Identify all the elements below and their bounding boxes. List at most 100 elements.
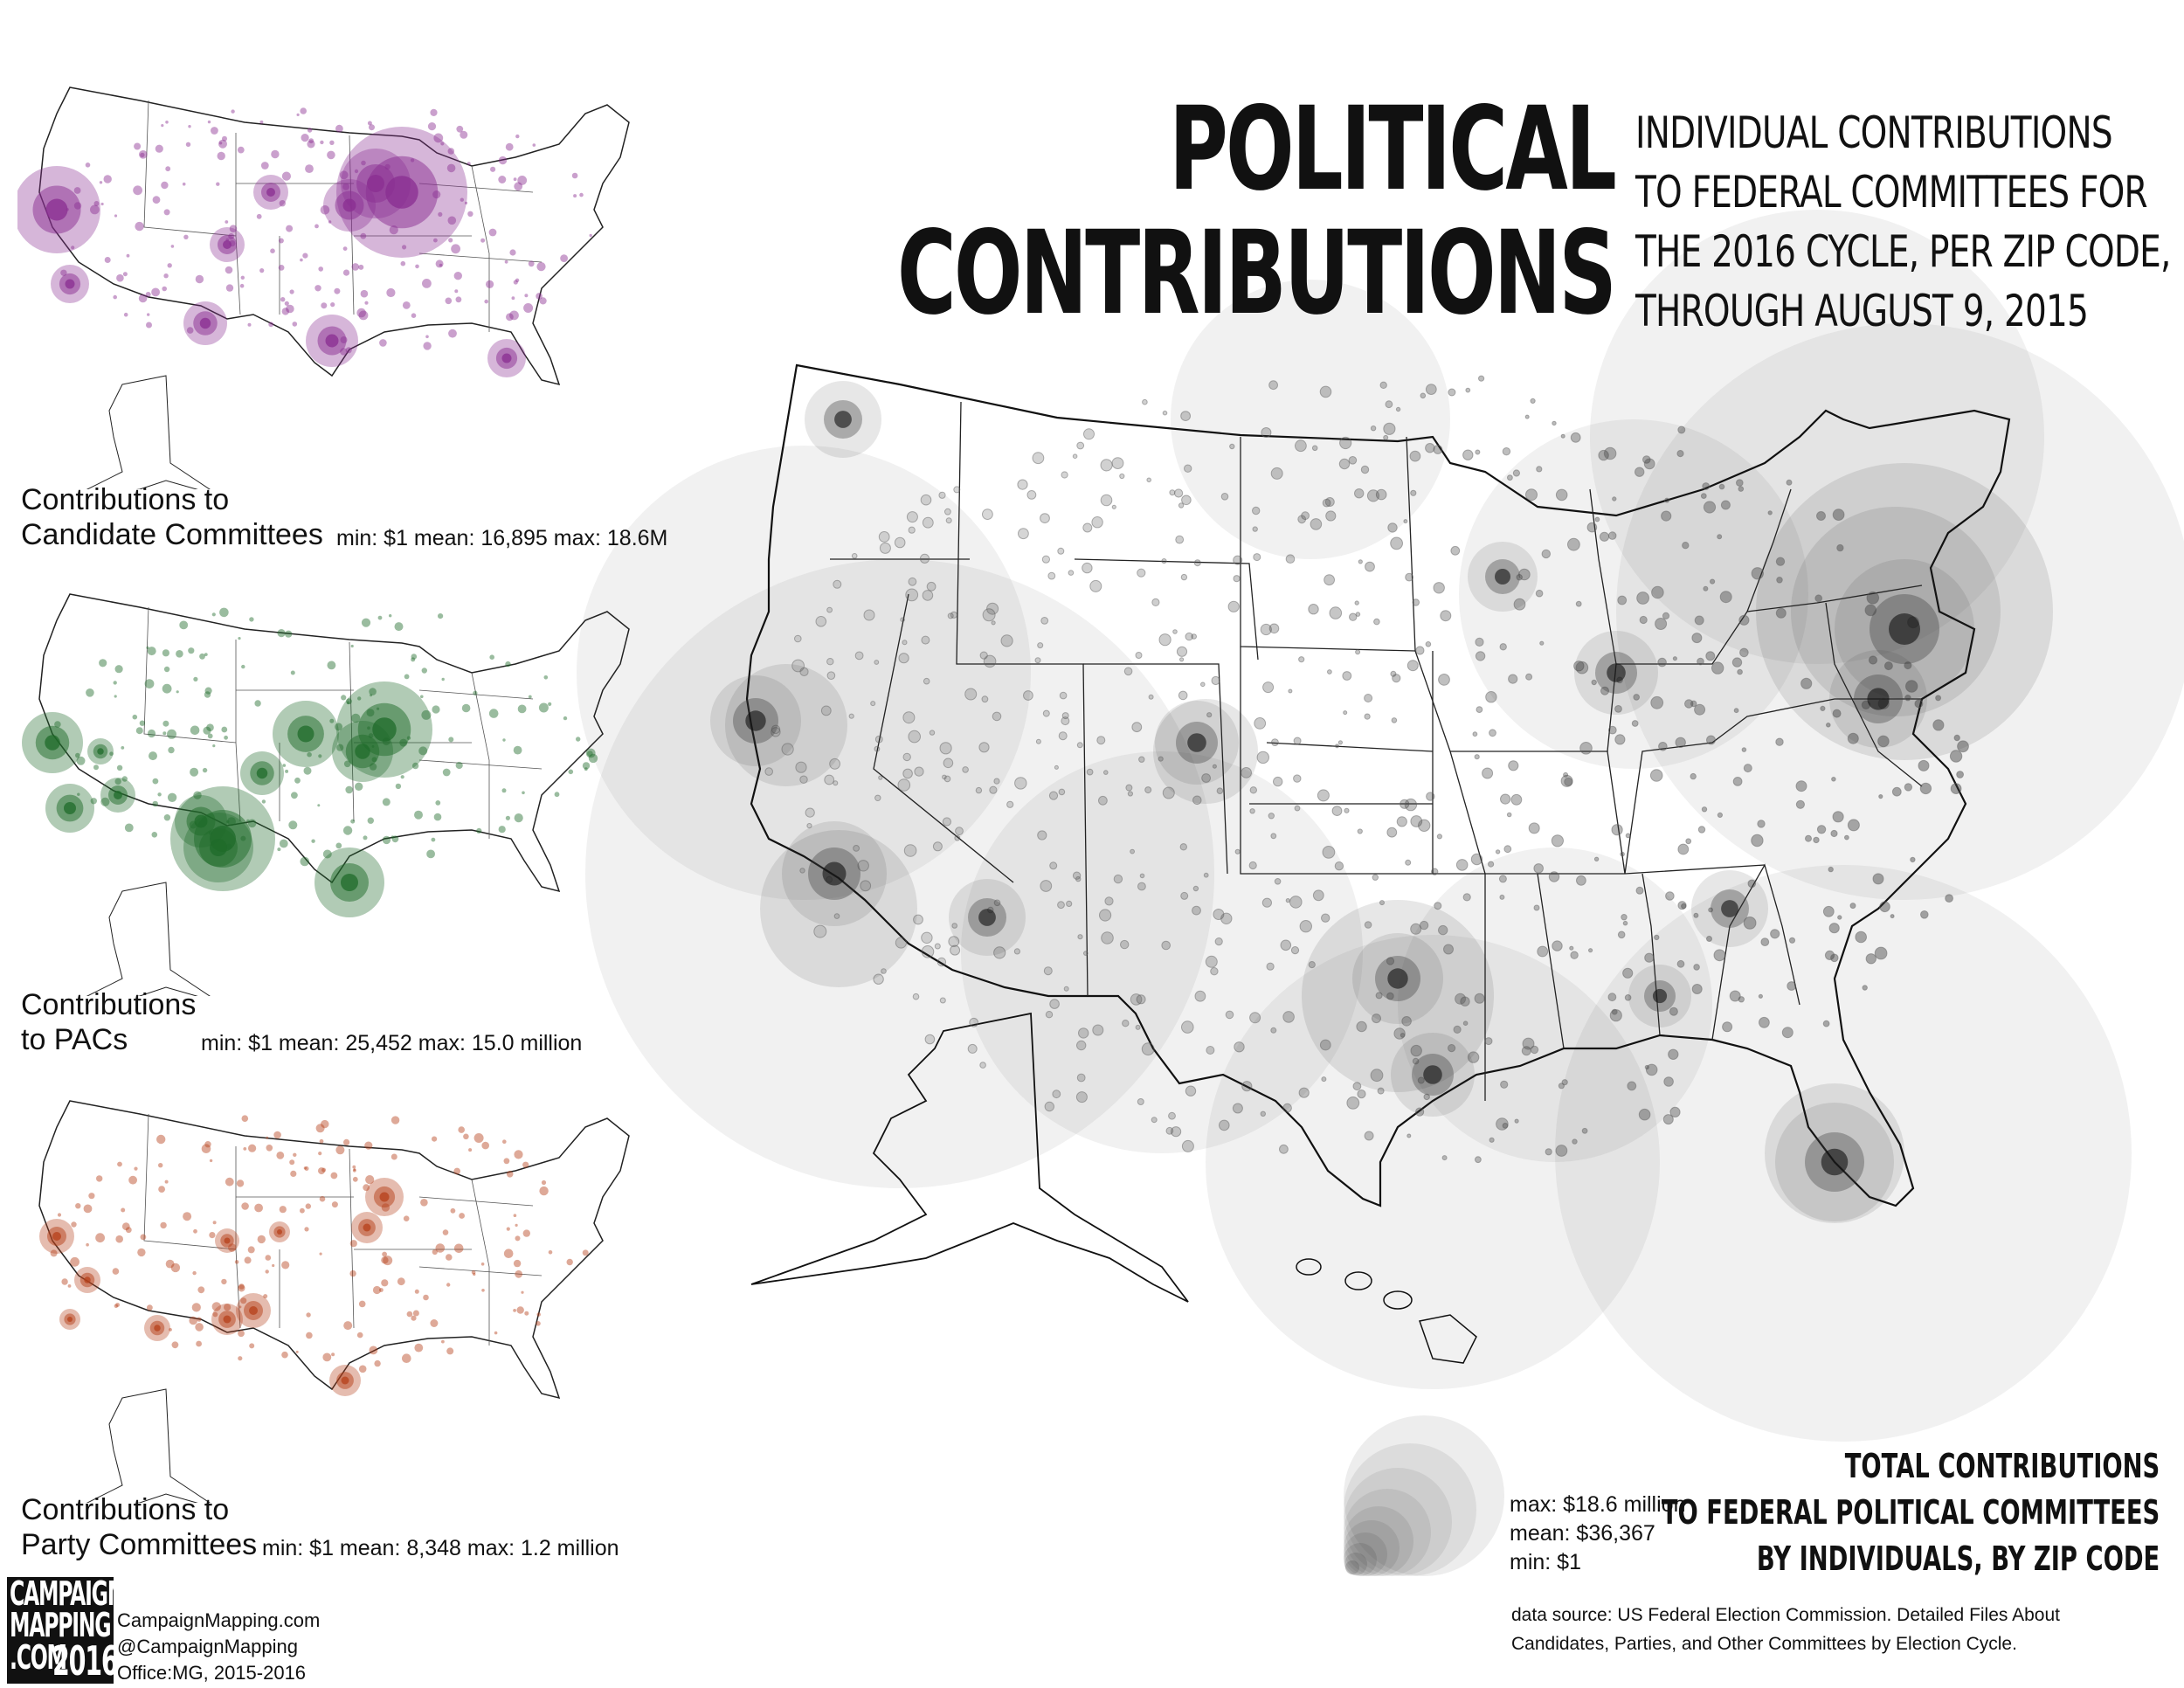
zip-dot bbox=[1502, 447, 1511, 456]
inset-dot bbox=[247, 1246, 255, 1254]
zip-dot bbox=[1076, 441, 1085, 450]
inset-dot bbox=[164, 1180, 169, 1184]
inset-dot bbox=[446, 163, 456, 173]
zip-dot bbox=[993, 899, 1001, 907]
zip-dot bbox=[1312, 889, 1324, 902]
legend-size-circles bbox=[1344, 1415, 1504, 1576]
zip-dot bbox=[1691, 633, 1703, 644]
zip-dot bbox=[1295, 439, 1307, 453]
zip-dot bbox=[1738, 486, 1745, 492]
credits-handle[interactable]: @CampaignMapping bbox=[117, 1636, 299, 1657]
zip-dot bbox=[1325, 510, 1337, 522]
inset-dot bbox=[204, 687, 212, 695]
inset-dot bbox=[460, 130, 468, 139]
zip-dot bbox=[848, 713, 854, 719]
inset-dot bbox=[455, 296, 462, 303]
inset-dot bbox=[318, 754, 322, 758]
zip-dot bbox=[874, 735, 883, 744]
candidate-label-line-2: Candidate Committees bbox=[21, 518, 323, 551]
logo-line-3: .COM bbox=[10, 1638, 67, 1677]
inset-dot bbox=[446, 1283, 451, 1287]
inset-dot bbox=[353, 1168, 356, 1172]
zip-dot bbox=[1443, 944, 1454, 955]
inset-dot bbox=[284, 301, 289, 306]
zip-dot bbox=[1169, 489, 1176, 496]
inset-dot bbox=[285, 769, 289, 773]
zip-dot bbox=[1357, 1090, 1366, 1099]
inset-dot bbox=[318, 1152, 322, 1156]
inset-dot bbox=[386, 287, 396, 298]
inset-dot bbox=[382, 798, 390, 806]
inset-dot bbox=[427, 122, 437, 131]
inset-dot bbox=[343, 1321, 353, 1331]
inset-dot bbox=[331, 1352, 335, 1357]
pacs-stats: min: $1 mean: 25,452 max: 15.0 million bbox=[201, 1031, 583, 1055]
zip-dot bbox=[799, 868, 805, 874]
zip-dot bbox=[1500, 1080, 1509, 1089]
zip-dot bbox=[878, 775, 883, 780]
inset-dot bbox=[343, 760, 351, 768]
zip-dot bbox=[1298, 656, 1305, 663]
zip-dot bbox=[1014, 777, 1027, 790]
zip-dot bbox=[1285, 554, 1296, 564]
zip-dot bbox=[1512, 469, 1521, 477]
inset-dot bbox=[494, 1331, 498, 1335]
zip-dot bbox=[857, 860, 869, 872]
inset-dot bbox=[314, 224, 319, 229]
legend-circle-7 bbox=[1344, 1532, 1387, 1576]
inset-dot bbox=[423, 342, 432, 350]
inset-dot bbox=[212, 1221, 217, 1225]
inset-dot bbox=[222, 135, 227, 142]
inset-dot bbox=[349, 1240, 357, 1248]
inset-dot bbox=[135, 221, 144, 232]
zip-dot bbox=[1391, 717, 1398, 723]
city-hotspot bbox=[1423, 1065, 1442, 1084]
inset-hotspot bbox=[355, 744, 370, 759]
zip-dot bbox=[1260, 1110, 1267, 1117]
inset-dot bbox=[447, 148, 455, 155]
subtitle-line-2: TO FEDERAL COMMITTEES FOR bbox=[1635, 167, 2148, 218]
zip-dot bbox=[805, 807, 815, 818]
zip-dot bbox=[1649, 769, 1663, 782]
city-hotspot bbox=[1495, 569, 1510, 585]
zip-dot bbox=[851, 553, 858, 559]
inset-dot bbox=[192, 1270, 197, 1276]
inset-dot bbox=[176, 650, 183, 658]
inset-dot bbox=[286, 225, 294, 232]
inset-dot bbox=[265, 1255, 272, 1261]
zip-dot bbox=[1905, 680, 1918, 693]
zip-dot bbox=[1252, 526, 1258, 532]
city-hotspot bbox=[978, 909, 996, 926]
inset-dot bbox=[448, 238, 453, 243]
inset-dot bbox=[71, 1221, 77, 1228]
zip-dot bbox=[1289, 896, 1303, 909]
inset-dot bbox=[402, 301, 411, 309]
inset-dot bbox=[390, 1153, 397, 1160]
inset-dot bbox=[249, 1343, 255, 1349]
inset-dot bbox=[346, 698, 352, 705]
zip-dot bbox=[1410, 815, 1423, 827]
zip-dot bbox=[1489, 729, 1496, 737]
zip-dot bbox=[1415, 646, 1425, 655]
zip-dot bbox=[1324, 574, 1335, 586]
zip-dot bbox=[1101, 931, 1114, 944]
city-hotspot bbox=[1867, 688, 1890, 710]
zip-dot bbox=[1438, 924, 1448, 936]
zip-dot bbox=[1737, 668, 1743, 675]
zip-dot bbox=[1057, 901, 1065, 910]
zip-dot bbox=[1434, 902, 1442, 910]
zip-dot bbox=[1935, 695, 1942, 702]
inset-dot bbox=[451, 244, 460, 254]
large-circle bbox=[725, 664, 847, 786]
zip-dot bbox=[1268, 813, 1275, 820]
zip-dot bbox=[1282, 1011, 1295, 1023]
credits-site[interactable]: CampaignMapping.com bbox=[117, 1609, 321, 1631]
inset-dot bbox=[238, 1356, 243, 1361]
inset-dot bbox=[513, 280, 518, 285]
inset-dot bbox=[273, 1131, 281, 1139]
inset-dot bbox=[480, 238, 486, 243]
zip-dot bbox=[1607, 531, 1617, 540]
inset-dot bbox=[515, 1235, 521, 1242]
inset-dot bbox=[321, 1119, 329, 1129]
zip-dot bbox=[1433, 582, 1445, 594]
